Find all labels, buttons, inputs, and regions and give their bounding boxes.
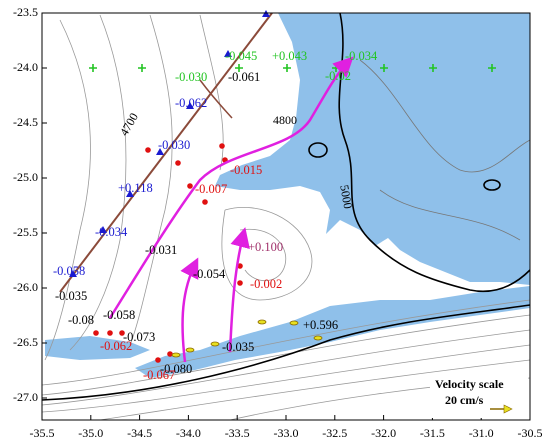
station-label: +0.118 xyxy=(118,181,153,195)
contour-label: 4800 xyxy=(273,113,297,127)
y-tick-label: -26.5 xyxy=(13,335,38,349)
x-tick-label: -35.5 xyxy=(30,426,55,440)
station-label: -0.080 xyxy=(160,362,192,376)
station-label: -0.054 xyxy=(193,267,226,281)
legend-title: Velocity scale xyxy=(435,377,504,391)
x-tick-label: -35.0 xyxy=(78,426,103,440)
legend-box xyxy=(430,375,528,418)
axes: -35.5 -35.0 -34.5 -34.0 -33.5 -33.0 -32.5 -32.0… xyxy=(13,5,543,440)
station-label: -0.062 xyxy=(100,339,132,353)
station-label: -0.034 xyxy=(95,225,128,239)
station-label: -0.067 xyxy=(143,368,175,382)
x-tick-label: -33.0 xyxy=(274,426,299,440)
y-tick-label: -25.0 xyxy=(13,170,38,184)
x-tick-label: -31.5 xyxy=(420,426,445,440)
x-tick-label: -33.5 xyxy=(225,426,250,440)
station-label: -0.015 xyxy=(230,163,262,177)
station-label: -0.002 xyxy=(250,277,282,291)
contour-label: 5000 xyxy=(337,184,355,210)
legend-scale: 20 cm/s xyxy=(445,393,484,407)
station-label: -0.058 xyxy=(53,264,85,278)
x-tick-label: -32.5 xyxy=(322,426,347,440)
contours xyxy=(41,14,531,421)
station-label: -0.035 xyxy=(55,289,87,303)
y-tick-label: -24.5 xyxy=(13,115,38,129)
station-label: -0.007 xyxy=(195,182,227,196)
y-tick-label: -27.0 xyxy=(13,390,38,404)
x-tick-label: -34.5 xyxy=(127,426,152,440)
station-label: -0.073 xyxy=(123,330,155,344)
station-label: -0.045 xyxy=(225,49,257,63)
stations xyxy=(93,143,243,363)
station-label: -0.030 xyxy=(158,138,190,152)
depth-lines xyxy=(41,12,531,401)
legend-arrowhead xyxy=(503,404,513,414)
station-label: -0.02 xyxy=(325,69,351,83)
x-tick-label: -34.0 xyxy=(176,426,201,440)
x-tick-label: -31.0 xyxy=(469,426,494,440)
plot-frame xyxy=(41,12,531,421)
station-label: -0.034 xyxy=(345,49,378,63)
x-tick-label: -30.5 xyxy=(518,426,543,440)
velocity-vectors xyxy=(171,319,323,358)
station-label: -0.062 xyxy=(175,96,207,110)
station-label: -0.058 xyxy=(103,308,135,322)
y-tick-label: -23.5 xyxy=(13,5,38,19)
station-label: -0.035 xyxy=(222,340,254,354)
section-line xyxy=(59,10,273,293)
x-tick-label: -32.0 xyxy=(371,426,396,440)
station-label: +0.100 xyxy=(248,240,283,254)
station-label: -0.031 xyxy=(145,243,177,257)
station-label: -0.08 xyxy=(68,313,94,327)
station-label: -0.061 xyxy=(228,70,260,84)
flow-arrows xyxy=(108,56,354,363)
station-label: -0.030 xyxy=(175,70,207,84)
y-tick-label: -24.0 xyxy=(13,60,38,74)
y-tick-label: -26.0 xyxy=(13,280,38,294)
y-tick-label: -25.5 xyxy=(13,225,38,239)
station-label: +0.043 xyxy=(272,49,307,63)
station-label: +0.596 xyxy=(303,318,338,332)
